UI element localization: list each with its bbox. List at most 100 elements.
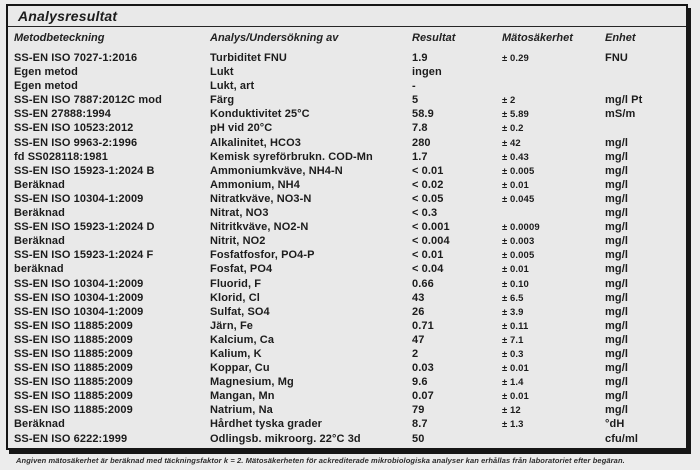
- analysis-cell: Odlingsb. mikroorg. 22°C 3d: [210, 432, 361, 445]
- unit-cell: mg/l: [605, 333, 629, 346]
- result-cell: 79: [412, 404, 425, 417]
- result-cell: 7.8: [412, 122, 428, 135]
- unit-cell: mg/l: [605, 150, 629, 163]
- method-cell: SS-EN ISO 15923-1:2024 B: [14, 164, 155, 177]
- unit-cell: mg/l: [605, 263, 629, 276]
- analysis-cell: Konduktivitet 25°C: [210, 108, 310, 121]
- table-row: SS-EN ISO 10304-1:2009 Fluorid, F 0.66 ±…: [8, 277, 686, 291]
- table-row: Beräknad Hårdhet tyska grader 8.7 ± 1.3 …: [8, 417, 686, 431]
- unit-cell: °dH: [605, 418, 625, 431]
- column-header-metodbeteckning: Metodbeteckning: [14, 32, 105, 44]
- table-row: SS-EN ISO 11885:2009 Kalium, K 2 ± 0.3 m…: [8, 347, 686, 361]
- result-cell: 47: [412, 333, 425, 346]
- result-cell: 2: [412, 347, 419, 360]
- analysis-cell: Klorid, Cl: [210, 291, 260, 304]
- uncertainty-cell: ± 0.005: [502, 250, 535, 262]
- method-cell: SS-EN ISO 11885:2009: [14, 376, 133, 389]
- uncertainty-cell: ± 0.005: [502, 165, 535, 177]
- table-row: SS-EN ISO 15923-1:2024 F Fosfatfosfor, P…: [8, 248, 686, 262]
- title-divider: [8, 26, 686, 27]
- table-row: Egen metod Lukt, art -: [8, 79, 686, 93]
- uncertainty-cell: ± 0.11: [502, 320, 529, 332]
- table-row: SS-EN ISO 11885:2009 Natrium, Na 79 ± 12…: [8, 403, 686, 417]
- method-cell: Beräknad: [14, 178, 65, 191]
- result-cell: < 0.01: [412, 249, 444, 262]
- analysis-cell: Sulfat, SO4: [210, 305, 270, 318]
- table-row: SS-EN ISO 7887:2012C mod Färg 5 ± 2 mg/l…: [8, 93, 686, 107]
- uncertainty-cell: ± 5.89: [502, 109, 529, 121]
- unit-cell: mg/l: [605, 376, 629, 389]
- method-cell: SS-EN ISO 11885:2009: [14, 333, 133, 346]
- page-title: Analysresultat: [18, 8, 118, 24]
- result-cell: 1.7: [412, 150, 428, 163]
- result-cell: 0.66: [412, 277, 434, 290]
- table-row: SS-EN ISO 15923-1:2024 D Nitritkväve, NO…: [8, 220, 686, 234]
- analysis-cell: Fosfatfosfor, PO4-P: [210, 249, 315, 262]
- unit-cell: mg/l: [605, 207, 629, 220]
- uncertainty-cell: ± 1.4: [502, 377, 524, 389]
- unit-cell: mg/l: [605, 305, 629, 318]
- unit-cell: mg/l: [605, 136, 629, 149]
- uncertainty-cell: ± 0.2: [502, 123, 524, 135]
- column-header-enhet: Enhet: [605, 32, 636, 44]
- unit-cell: mg/l: [605, 362, 629, 375]
- uncertainty-cell: ± 6.5: [502, 292, 524, 304]
- result-cell: 280: [412, 136, 431, 149]
- result-cell: 0.03: [412, 362, 434, 375]
- analysis-cell: Hårdhet tyska grader: [210, 418, 323, 431]
- method-cell: SS-EN 27888:1994: [14, 108, 111, 121]
- unit-cell: mg/l: [605, 235, 629, 248]
- method-cell: SS-EN ISO 10304-1:2009: [14, 192, 144, 205]
- analysis-cell: Ammoniumkväve, NH4-N: [210, 164, 343, 177]
- table-row: SS-EN ISO 11885:2009 Koppar, Cu 0.03 ± 0…: [8, 361, 686, 375]
- uncertainty-cell: ± 0.01: [502, 363, 529, 375]
- unit-cell: mg/l: [605, 249, 629, 262]
- method-cell: Beräknad: [14, 418, 65, 431]
- column-header-resultat: Resultat: [412, 32, 456, 44]
- analysis-cell: Alkalinitet, HCO3: [210, 136, 301, 149]
- analysis-cell: Järn, Fe: [210, 319, 253, 332]
- analysis-cell: Natrium, Na: [210, 404, 273, 417]
- analysis-cell: Nitritkväve, NO2-N: [210, 221, 309, 234]
- unit-cell: mg/l: [605, 291, 629, 304]
- method-cell: Egen metod: [14, 66, 78, 79]
- analysis-cell: Kalium, K: [210, 347, 262, 360]
- unit-cell: mg/l: [605, 221, 629, 234]
- result-cell: 1.9: [412, 52, 428, 64]
- unit-cell: mg/l: [605, 164, 629, 177]
- uncertainty-cell: ± 2: [502, 95, 516, 107]
- table-body: SS-EN ISO 7027-1:2016 Turbiditet FNU 1.9…: [8, 51, 686, 446]
- column-header-analys: Analys/Undersökning av: [210, 32, 339, 44]
- method-cell: SS-EN ISO 10304-1:2009: [14, 305, 144, 318]
- table-row: SS-EN ISO 10523:2012 pH vid 20°C 7.8 ± 0…: [8, 121, 686, 135]
- method-cell: SS-EN ISO 11885:2009: [14, 347, 133, 360]
- analysis-cell: Nitrit, NO2: [210, 235, 266, 248]
- result-cell: 26: [412, 305, 425, 318]
- method-cell: SS-EN ISO 15923-1:2024 F: [14, 249, 154, 262]
- method-cell: Egen metod: [14, 80, 78, 93]
- uncertainty-cell: ± 3.9: [502, 306, 524, 318]
- method-cell: Beräknad: [14, 235, 65, 248]
- table-row: beräknad Fosfat, PO4 < 0.04 ± 0.01 mg/l: [8, 262, 686, 276]
- result-cell: 9.6: [412, 376, 428, 389]
- uncertainty-cell: ± 0.10: [502, 278, 529, 290]
- method-cell: SS-EN ISO 7887:2012C mod: [14, 94, 162, 107]
- table-row: SS-EN ISO 9963-2:1996 Alkalinitet, HCO3 …: [8, 136, 686, 150]
- analysis-cell: Fosfat, PO4: [210, 263, 273, 276]
- table-row: Beräknad Nitrat, NO3 < 0.3 mg/l: [8, 206, 686, 220]
- method-cell: SS-EN ISO 10304-1:2009: [14, 277, 144, 290]
- table-row: SS-EN ISO 11885:2009 Mangan, Mn 0.07 ± 0…: [8, 389, 686, 403]
- method-cell: SS-EN ISO 6222:1999: [14, 432, 128, 445]
- table-header-row: Metodbeteckning Analys/Undersökning av R…: [8, 32, 686, 45]
- method-cell: SS-EN ISO 9963-2:1996: [14, 136, 138, 149]
- unit-cell: mg/l: [605, 390, 629, 403]
- result-cell: < 0.02: [412, 178, 444, 191]
- analysis-cell: Mangan, Mn: [210, 390, 275, 403]
- column-header-matosakerhet: Mätosäkerhet: [502, 32, 573, 44]
- analysis-cell: Färg: [210, 94, 235, 107]
- table-row: Beräknad Ammonium, NH4 < 0.02 ± 0.01 mg/…: [8, 178, 686, 192]
- uncertainty-cell: ± 0.01: [502, 179, 529, 191]
- analysis-cell: Turbiditet FNU: [210, 52, 287, 64]
- result-cell: 58.9: [412, 108, 434, 121]
- uncertainty-cell: ± 0.01: [502, 264, 529, 276]
